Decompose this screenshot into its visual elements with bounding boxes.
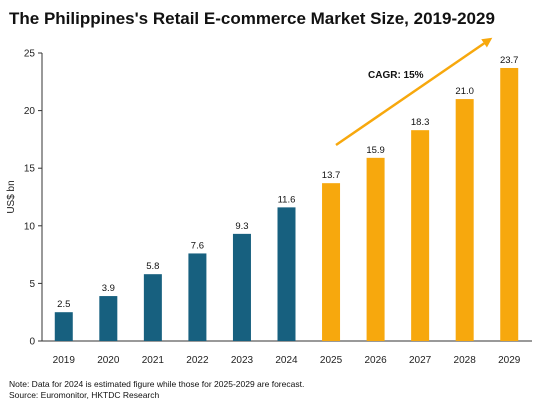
source-text: Source: Euromonitor, HKTDC Research	[9, 390, 160, 400]
bar-2029	[500, 67, 519, 341]
x-tick-label-2025: 2025	[320, 355, 343, 366]
data-label-2021: 5.8	[146, 261, 159, 272]
y-axis-title: US$ bn	[6, 180, 17, 213]
y-tick-label: 5	[29, 279, 35, 290]
data-label-2026: 15.9	[366, 145, 385, 156]
data-label-2020: 3.9	[102, 283, 115, 294]
x-tick-label-2019: 2019	[53, 355, 76, 366]
y-tick-label: 15	[24, 164, 36, 175]
x-tick-label-2024: 2024	[275, 355, 298, 366]
data-label-2024: 11.6	[278, 194, 296, 205]
x-tick-label-2023: 2023	[231, 355, 254, 366]
data-label-2027: 18.3	[411, 117, 430, 128]
bar-2026	[366, 157, 385, 341]
chart-title: The Philippines's Retail E-commerce Mark…	[9, 9, 495, 28]
data-label-2019: 2.5	[57, 299, 70, 310]
data-label-2029: 23.7	[500, 55, 519, 66]
x-tick-label-2026: 2026	[364, 355, 387, 366]
x-tick-label-2028: 2028	[454, 355, 477, 366]
chart-notes: Note: Data for 2024 is estimated figure …	[9, 379, 304, 401]
bar-2023	[232, 233, 251, 341]
bar-2020	[99, 296, 118, 341]
data-label-2028: 21.0	[455, 86, 474, 97]
x-tick-label-2022: 2022	[186, 355, 209, 366]
x-tick-label-2020: 2020	[97, 355, 120, 366]
x-tick-label-2027: 2027	[409, 355, 432, 366]
bar-2022	[188, 253, 207, 341]
y-tick-label: 0	[29, 337, 35, 348]
data-label-2025: 13.7	[322, 170, 341, 181]
data-label-2023: 9.3	[235, 221, 248, 232]
cagr-arrow	[335, 37, 493, 147]
bar-2025	[322, 183, 341, 341]
cagr-label: CAGR: 15%	[368, 70, 424, 81]
bar-2024	[277, 207, 296, 341]
y-tick-label: 25	[24, 49, 36, 60]
x-tick-label-2021: 2021	[142, 355, 165, 366]
bar-2019	[54, 312, 73, 341]
y-tick-label: 10	[24, 221, 36, 232]
note-text: Note: Data for 2024 is estimated figure …	[9, 379, 305, 389]
bar-2028	[455, 99, 474, 341]
x-tick-label-2029: 2029	[498, 355, 521, 366]
data-label-2022: 7.6	[191, 240, 204, 251]
bar-2027	[411, 130, 430, 341]
y-tick-label: 20	[24, 106, 36, 117]
bar-2021	[143, 274, 162, 341]
